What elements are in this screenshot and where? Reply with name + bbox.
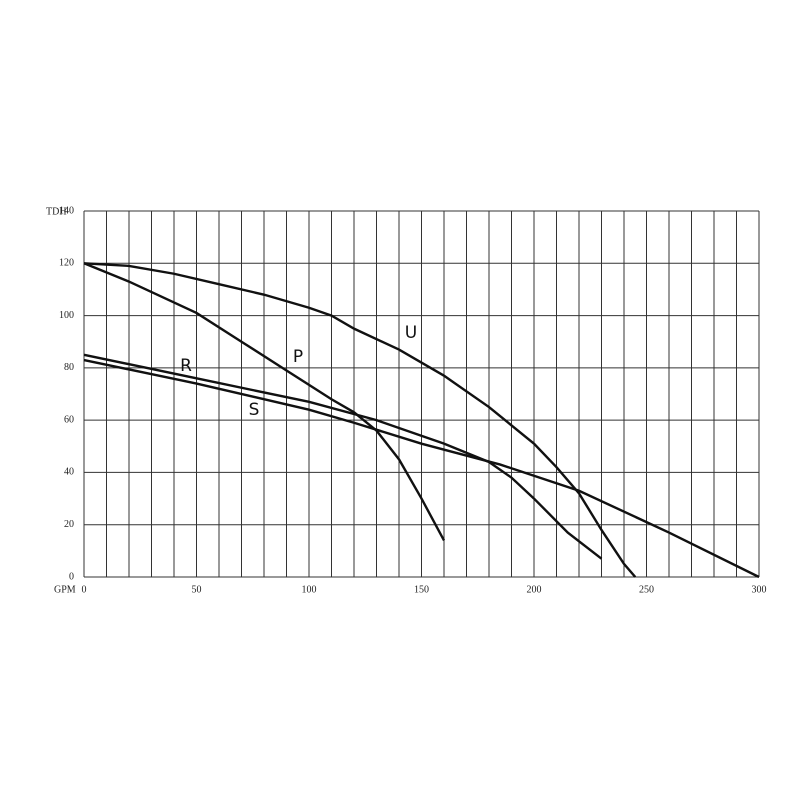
x-tick-label: 200 [527,584,542,595]
y-tick-label: 0 [69,571,74,582]
curve-label: R [180,356,192,376]
y-tick-label: 20 [64,519,74,530]
y-tick-label: 120 [59,258,74,269]
x-tick-label: 150 [414,584,429,595]
y-tick-label: 80 [64,362,74,373]
curve [83,262,637,578]
curve-label: S [249,400,260,420]
curve-label: U [405,323,417,343]
x-axis-label: GPM [54,584,76,595]
y-tick-label: 40 [64,467,74,478]
curve [83,353,603,560]
x-tick-label: 50 [192,584,202,595]
x-tick-label: 300 [752,584,767,595]
x-tick-label: 100 [302,584,317,595]
x-tick-label: 250 [639,584,654,595]
curve-label: P [293,347,303,367]
y-tick-label: 100 [59,310,74,321]
y-tick-label: 140 [59,205,74,216]
curve [83,358,760,579]
x-tick-label: 0 [82,584,87,595]
y-tick-label: 60 [64,414,74,425]
y-axis-label: TDH [46,206,67,217]
curve [83,262,446,541]
